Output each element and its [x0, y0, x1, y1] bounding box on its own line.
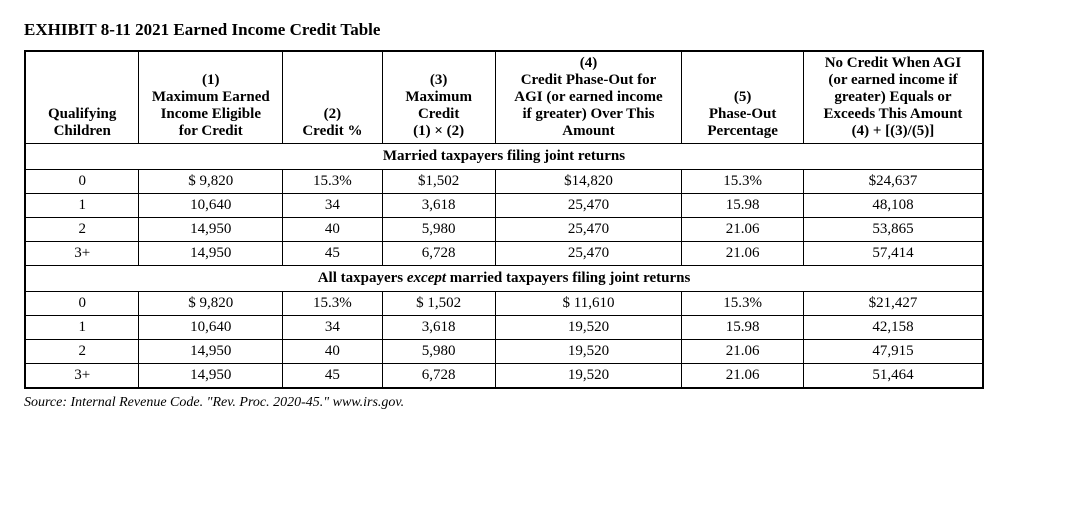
section-header: Married taxpayers filing joint returns	[25, 144, 983, 170]
section-header-row: All taxpayers except married taxpayers f…	[25, 266, 983, 292]
table-cell: 1	[25, 316, 139, 340]
table-cell: 3,618	[382, 194, 495, 218]
table-cell: 42,158	[803, 316, 983, 340]
table-cell: 40	[283, 218, 382, 242]
col-header-max-credit: (3)MaximumCredit(1) × (2)	[382, 51, 495, 144]
col-header-no-credit: No Credit When AGI(or earned income ifgr…	[803, 51, 983, 144]
table-row: 3+14,950456,72819,52021.0651,464	[25, 364, 983, 389]
table-cell: 15.3%	[283, 292, 382, 316]
table-cell: 0	[25, 170, 139, 194]
table-cell: 14,950	[139, 218, 283, 242]
table-cell: 15.98	[682, 194, 804, 218]
table-cell: 14,950	[139, 364, 283, 389]
table-cell: 15.98	[682, 316, 804, 340]
table-row: 214,950405,98019,52021.0647,915	[25, 340, 983, 364]
table-cell: 3,618	[382, 316, 495, 340]
eic-table: QualifyingChildren (1)Maximum EarnedInco…	[24, 50, 984, 389]
table-cell: 21.06	[682, 340, 804, 364]
exhibit-title: EXHIBIT 8-11 2021 Earned Income Credit T…	[24, 20, 1045, 40]
table-cell: 2	[25, 340, 139, 364]
table-cell: 14,950	[139, 340, 283, 364]
table-cell: 2	[25, 218, 139, 242]
table-row: 0$ 9,82015.3%$ 1,502$ 11,61015.3%$21,427	[25, 292, 983, 316]
table-body: Married taxpayers filing joint returns0$…	[25, 144, 983, 389]
table-cell: 21.06	[682, 218, 804, 242]
table-cell: 45	[283, 242, 382, 266]
table-cell: 10,640	[139, 316, 283, 340]
table-row: 0$ 9,82015.3%$1,502$14,82015.3%$24,637	[25, 170, 983, 194]
table-cell: $14,820	[495, 170, 682, 194]
col-header-phaseout-pct: (5)Phase-OutPercentage	[682, 51, 804, 144]
table-cell: 34	[283, 194, 382, 218]
table-row: 110,640343,61819,52015.9842,158	[25, 316, 983, 340]
table-cell: 6,728	[382, 364, 495, 389]
table-cell: 15.3%	[682, 292, 804, 316]
table-cell: 21.06	[682, 242, 804, 266]
table-cell: $1,502	[382, 170, 495, 194]
table-cell: 19,520	[495, 364, 682, 389]
table-cell: 0	[25, 292, 139, 316]
col-header-credit-pct: (2)Credit %	[283, 51, 382, 144]
table-cell: 3+	[25, 242, 139, 266]
table-cell: 19,520	[495, 316, 682, 340]
table-cell: $ 11,610	[495, 292, 682, 316]
table-cell: 1	[25, 194, 139, 218]
table-cell: 5,980	[382, 340, 495, 364]
table-cell: $ 9,820	[139, 292, 283, 316]
col-header-children: QualifyingChildren	[25, 51, 139, 144]
table-cell: 15.3%	[682, 170, 804, 194]
table-cell: 53,865	[803, 218, 983, 242]
section-header: All taxpayers except married taxpayers f…	[25, 266, 983, 292]
table-cell: 47,915	[803, 340, 983, 364]
table-cell: 14,950	[139, 242, 283, 266]
source-citation: Source: Internal Revenue Code. "Rev. Pro…	[24, 395, 1045, 411]
table-cell: $24,637	[803, 170, 983, 194]
table-cell: 19,520	[495, 340, 682, 364]
table-cell: 10,640	[139, 194, 283, 218]
table-cell: $21,427	[803, 292, 983, 316]
table-cell: 40	[283, 340, 382, 364]
table-cell: 25,470	[495, 218, 682, 242]
table-cell: 5,980	[382, 218, 495, 242]
table-cell: 48,108	[803, 194, 983, 218]
table-row: 3+14,950456,72825,47021.0657,414	[25, 242, 983, 266]
table-row: 214,950405,98025,47021.0653,865	[25, 218, 983, 242]
table-cell: 45	[283, 364, 382, 389]
section-header-row: Married taxpayers filing joint returns	[25, 144, 983, 170]
table-cell: 51,464	[803, 364, 983, 389]
table-cell: 6,728	[382, 242, 495, 266]
table-row: 110,640343,61825,47015.9848,108	[25, 194, 983, 218]
table-cell: 25,470	[495, 194, 682, 218]
table-cell: 21.06	[682, 364, 804, 389]
table-cell: 3+	[25, 364, 139, 389]
table-cell: 34	[283, 316, 382, 340]
table-cell: 57,414	[803, 242, 983, 266]
col-header-phaseout-amt: (4)Credit Phase-Out forAGI (or earned in…	[495, 51, 682, 144]
table-cell: 15.3%	[283, 170, 382, 194]
table-cell: 25,470	[495, 242, 682, 266]
table-cell: $ 1,502	[382, 292, 495, 316]
header-row: QualifyingChildren (1)Maximum EarnedInco…	[25, 51, 983, 144]
table-cell: $ 9,820	[139, 170, 283, 194]
col-header-max-earned: (1)Maximum EarnedIncome Eligiblefor Cred…	[139, 51, 283, 144]
